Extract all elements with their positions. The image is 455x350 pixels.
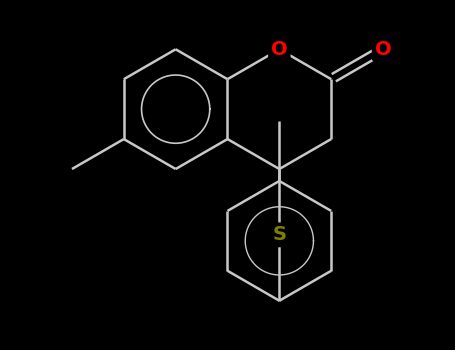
Text: O: O (271, 40, 288, 59)
Text: O: O (375, 40, 391, 59)
Text: S: S (273, 225, 286, 244)
